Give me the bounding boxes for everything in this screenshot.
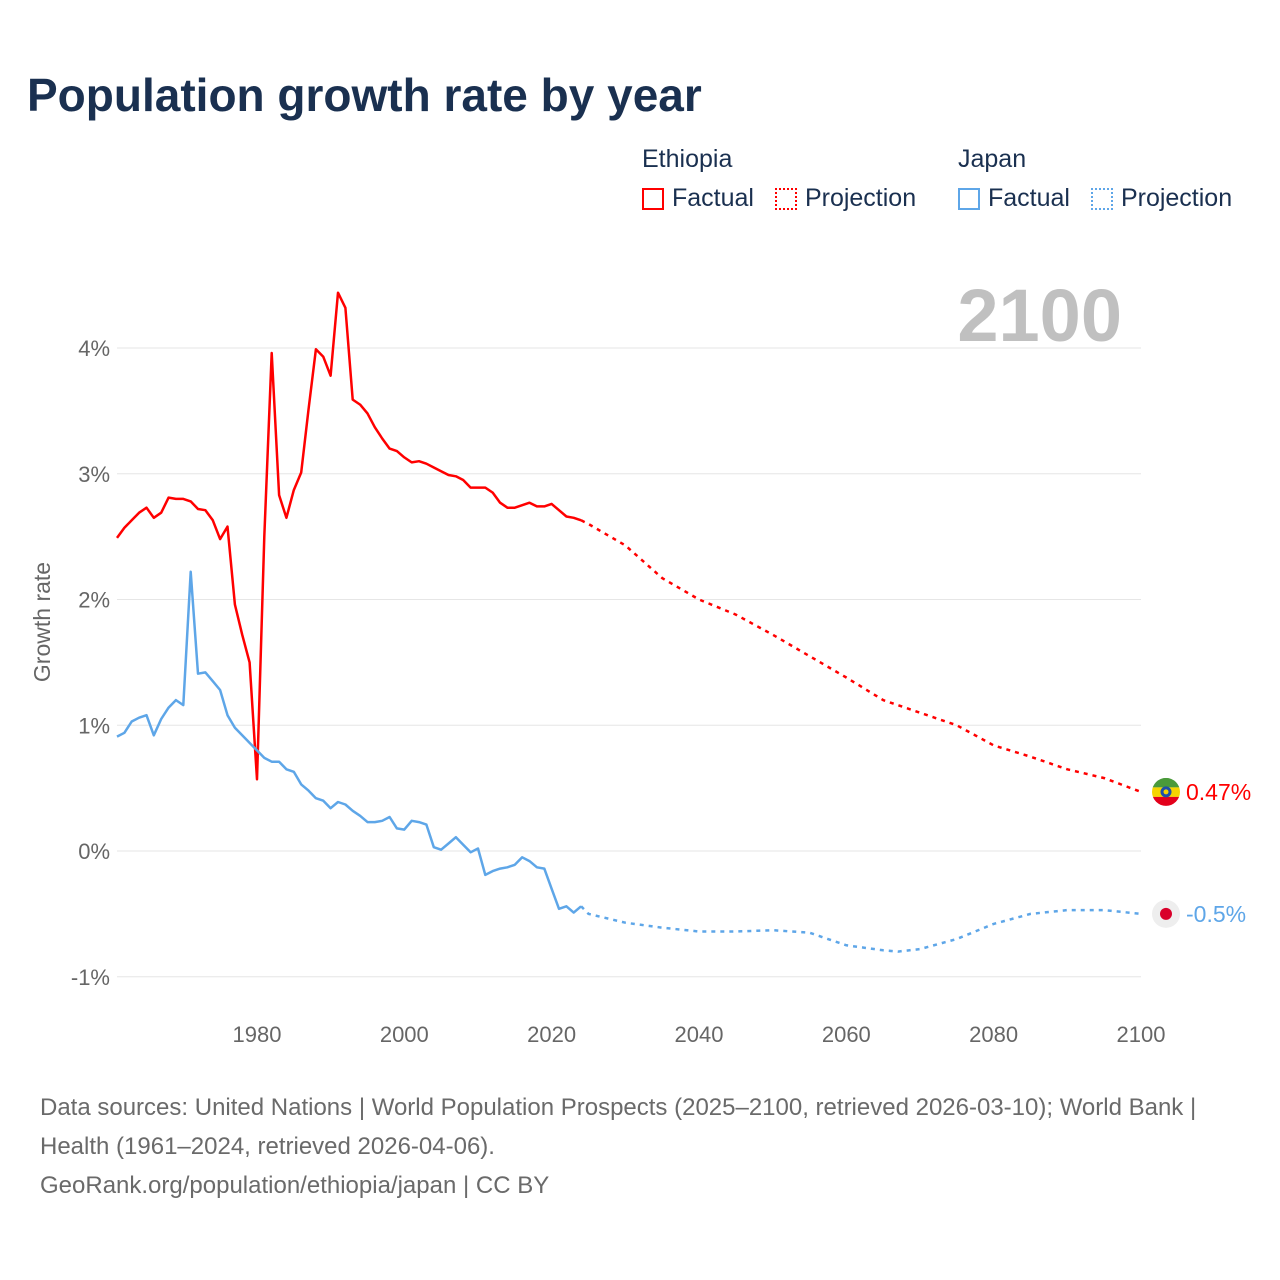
legend-ethiopia: Ethiopia Factual Projection [642,145,930,217]
y-tick-label: 2% [78,588,110,613]
x-tick-label: 1980 [232,1022,281,1047]
y-tick-label: 3% [78,462,110,487]
year-watermark: 2100 [957,274,1122,357]
ethiopia-projection-line [580,519,1142,794]
legend-japan: Japan Factual Projection [958,145,1246,217]
y-tick-label: -1% [71,965,110,990]
x-tick-label: 2020 [527,1022,576,1047]
legend-japan-projection[interactable]: Projection [1090,184,1233,213]
japan-factual-line [116,570,582,914]
x-tick-label: 2060 [822,1022,871,1047]
legend-swatch-solid [642,187,664,210]
legend-swatch-dotted [774,187,797,210]
legend-label: Projection [804,184,917,212]
legend-ethiopia-projection[interactable]: Projection [774,184,917,213]
ethiopia-flag-icon [1152,777,1180,806]
japan-projection-line [580,905,1142,953]
x-tick-label: 2100 [1117,1022,1166,1047]
source-line: Data sources: United Nations | World Pop… [40,1094,1197,1160]
y-axis-label: Growth rate [29,562,55,682]
legend-group-name: Ethiopia [642,145,733,173]
legend-ethiopia-factual[interactable]: Factual [642,184,754,213]
japan-end-value-label: -0.5% [1186,901,1246,927]
legend-japan-factual[interactable]: Factual [958,184,1070,213]
y-tick-label: 4% [78,336,110,361]
japan-flag-icon [1152,899,1180,928]
legend-swatch-dotted [1090,187,1113,210]
ethiopia-end-value-label: 0.47% [1186,779,1251,805]
legend-label: Projection [1120,184,1233,212]
y-tick-label: 0% [78,839,110,864]
legend-label: Factual [672,184,754,212]
line-chart: -1% 0% 1% 2% 3% 4% 1980 2000 2020 2040 2060 2080 210… [29,274,1251,1047]
y-tick-label: 1% [78,713,110,738]
x-tick-label: 2080 [969,1022,1018,1047]
chart-title: Population growth rate by year [27,69,702,121]
legend-label: Factual [988,184,1070,212]
source-note: Data sources: United Nations | World Pop… [40,1088,1240,1205]
x-tick-label: 2040 [675,1022,724,1047]
legend-swatch-solid [958,187,980,210]
legend-group-name: Japan [958,145,1027,173]
x-tick-label: 2000 [380,1022,429,1047]
ethiopia-factual-line [115,291,582,781]
source-link[interactable]: GeoRank.org/population/ethiopia/japan | … [40,1172,550,1199]
